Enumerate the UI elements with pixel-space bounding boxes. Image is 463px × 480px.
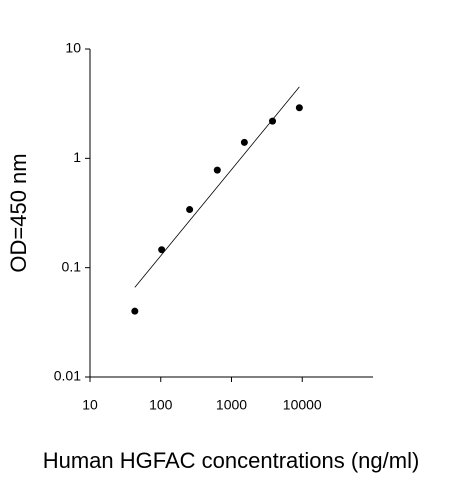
- x-tick-label: 10000: [283, 397, 322, 413]
- y-tick-label: 1: [73, 149, 81, 165]
- x-tick-label: 10: [82, 397, 98, 413]
- y-axis-label: OD=450 nm: [6, 153, 31, 272]
- data-point: [295, 104, 303, 112]
- x-tick-label: 1000: [216, 397, 247, 413]
- data-point: [158, 246, 166, 254]
- fit-line: [134, 86, 300, 288]
- x-tick-label: 100: [149, 397, 173, 413]
- x-axis-label: Human HGFAC concentrations (ng/ml): [43, 448, 420, 473]
- y-tick-label: 0.1: [62, 258, 82, 274]
- data-point: [186, 206, 194, 214]
- y-tick-label: 10: [65, 40, 81, 56]
- data-point: [269, 117, 277, 125]
- data-point: [240, 138, 248, 146]
- y-tick-label: 0.01: [54, 368, 81, 384]
- data-point: [213, 166, 221, 174]
- data-point: [131, 307, 139, 315]
